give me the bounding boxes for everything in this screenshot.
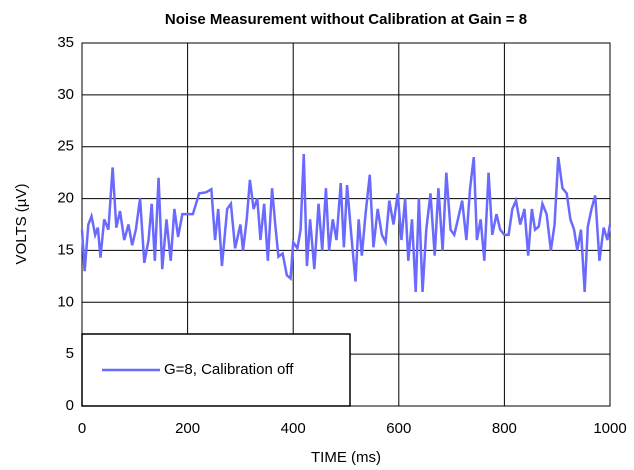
y-tick-label: 10 xyxy=(57,293,74,310)
y-tick-label: 35 xyxy=(57,34,74,51)
x-tick-label: 800 xyxy=(492,420,517,437)
legend-label: G=8, Calibration off xyxy=(164,361,294,378)
chart-title: Noise Measurement without Calibration at… xyxy=(165,11,527,28)
x-tick-label: 400 xyxy=(281,420,306,437)
y-tick-label: 15 xyxy=(57,241,74,258)
x-tick-label: 200 xyxy=(175,420,200,437)
y-tick-label: 30 xyxy=(57,86,74,103)
x-tick-label: 600 xyxy=(386,420,411,437)
x-tick-label: 0 xyxy=(78,420,86,437)
x-tick-label: 1000 xyxy=(593,420,626,437)
y-tick-label: 25 xyxy=(57,138,74,155)
y-axis-label: VOLTS (µV) xyxy=(13,184,30,265)
y-tick-label: 20 xyxy=(57,190,74,207)
y-tick-label: 5 xyxy=(66,345,74,362)
data-line xyxy=(80,153,612,292)
y-tick-label: 0 xyxy=(66,397,74,414)
x-axis-label: TIME (ms) xyxy=(311,449,381,466)
